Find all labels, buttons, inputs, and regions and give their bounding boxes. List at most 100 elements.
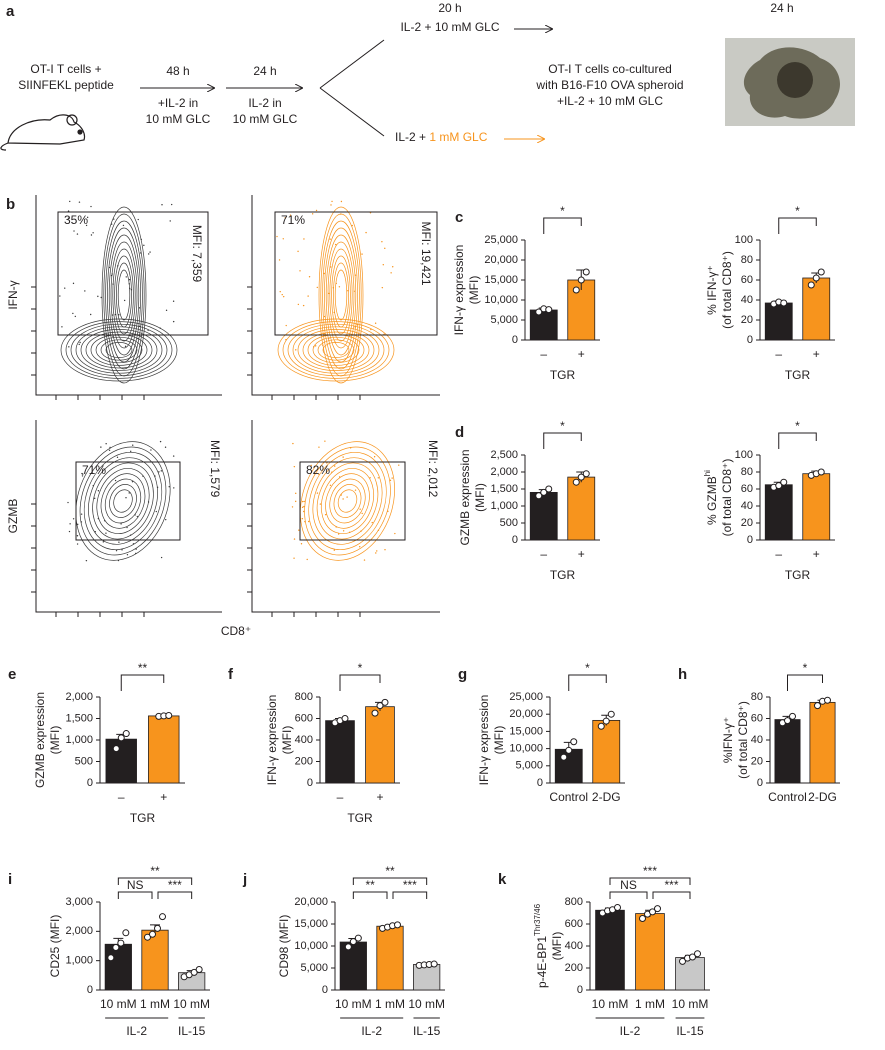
event-dot xyxy=(323,272,325,275)
time: 48 h xyxy=(166,64,189,78)
significance-bracket xyxy=(543,217,582,234)
y-tick-label: 600 xyxy=(565,918,583,930)
event-dot xyxy=(282,238,284,240)
y-axis-label: CD98 (MFI) xyxy=(277,915,291,978)
event-dot xyxy=(316,492,319,494)
y-tick-label: 0 xyxy=(87,984,93,996)
bar xyxy=(325,720,355,784)
y-tick-label: 20,000 xyxy=(294,896,328,908)
contour xyxy=(325,234,357,356)
event-dot xyxy=(303,500,305,503)
data-point xyxy=(789,712,796,720)
y-tick-label: 500 xyxy=(75,755,93,767)
gate xyxy=(274,211,438,336)
panel-letter: f xyxy=(228,666,234,683)
event-dot xyxy=(333,465,336,467)
contour xyxy=(80,329,158,371)
x-axis-label: TGR xyxy=(550,368,576,382)
event-dot xyxy=(78,201,81,203)
event-dot xyxy=(282,295,285,298)
event-dot xyxy=(381,286,384,289)
event-dot xyxy=(126,553,129,556)
significance-bracket xyxy=(609,891,648,899)
event-dot xyxy=(105,443,107,445)
data-point xyxy=(614,904,621,911)
data-point xyxy=(560,753,568,761)
contour xyxy=(324,227,358,363)
bar-chart: h 0 20 40 60 80 %IFN-γ⁺ (of total CD8⁺) Control 2… xyxy=(678,661,840,804)
significance-bracket xyxy=(787,674,823,691)
bar xyxy=(802,277,831,341)
y-tick-label: 0 xyxy=(512,334,518,346)
bar xyxy=(675,957,705,991)
event-dot xyxy=(297,303,300,306)
contour xyxy=(113,489,133,513)
condition-part: IL-2 + xyxy=(395,130,429,144)
event-dot xyxy=(93,497,96,500)
event-dot xyxy=(105,532,107,534)
event-dot xyxy=(328,292,330,295)
event-dot xyxy=(172,320,175,323)
contour xyxy=(100,473,146,529)
event-dot xyxy=(293,557,295,559)
significance-label: * xyxy=(358,661,363,675)
event-dot xyxy=(160,556,163,559)
contour xyxy=(304,446,391,556)
data-point xyxy=(607,710,615,718)
event-dot xyxy=(79,341,81,344)
y-axis-label: IFN-γ xyxy=(6,280,20,309)
event-dot xyxy=(125,276,127,278)
event-dot xyxy=(80,513,83,515)
panel-letter: k xyxy=(498,871,507,888)
significance-label: * xyxy=(585,661,590,675)
event-dot xyxy=(116,456,119,459)
significance-label: *** xyxy=(643,864,657,878)
event-dot xyxy=(158,471,160,473)
significance-label: * xyxy=(795,204,800,218)
event-dot xyxy=(306,558,308,561)
event-dot xyxy=(64,287,66,289)
y-axis-label-part: % GZMB xyxy=(705,476,719,525)
panel-a: a OT-I T cells + SIINFEKL peptide 48 h +… xyxy=(0,1,855,151)
data-point xyxy=(540,488,548,496)
event-dot xyxy=(375,552,377,554)
contour xyxy=(292,326,380,374)
y-tick-label: 20,000 xyxy=(509,708,543,720)
y-axis-label-sup: Thr37/46 xyxy=(533,903,542,936)
x-tick-label: 10 mM xyxy=(100,997,137,1011)
plot-axes xyxy=(251,420,440,613)
contour xyxy=(103,213,145,377)
data-point xyxy=(376,702,384,710)
event-dot xyxy=(131,480,134,483)
significance-bracket xyxy=(339,674,381,691)
significance-label: ** xyxy=(385,864,395,878)
event-dot xyxy=(69,200,71,203)
data-point xyxy=(654,905,661,913)
y-axis-label: % IFN-γ⁺ xyxy=(705,265,719,315)
event-dot xyxy=(342,530,345,532)
gate-percent: 82% xyxy=(306,463,330,477)
significance-label: ** xyxy=(138,661,148,675)
step-text: 10 mM GLC xyxy=(233,112,298,126)
event-dot xyxy=(298,529,300,531)
event-dot xyxy=(114,479,117,482)
event-dot xyxy=(330,204,332,206)
event-dot xyxy=(165,309,168,312)
y-tick-label: 5,000 xyxy=(300,962,328,974)
data-point xyxy=(784,717,791,725)
event-dot xyxy=(369,477,371,479)
event-dot xyxy=(308,276,311,278)
y-axis-label-part: %IFN-γ⁺ xyxy=(721,717,735,763)
contour xyxy=(334,269,348,321)
x-tick-label: 2-DG xyxy=(592,790,621,804)
time: 24 h xyxy=(770,1,793,15)
event-dot xyxy=(84,290,86,292)
y-axis-label: (of total CD8⁺) xyxy=(736,701,750,779)
time: 24 h xyxy=(253,64,276,78)
y-axis-label-part: (MFI) xyxy=(48,726,62,755)
y-tick-label: 40 xyxy=(741,500,753,512)
event-dot xyxy=(164,446,167,448)
bar xyxy=(376,925,404,991)
event-dot xyxy=(170,203,173,206)
gate-percent: 35% xyxy=(64,213,88,227)
